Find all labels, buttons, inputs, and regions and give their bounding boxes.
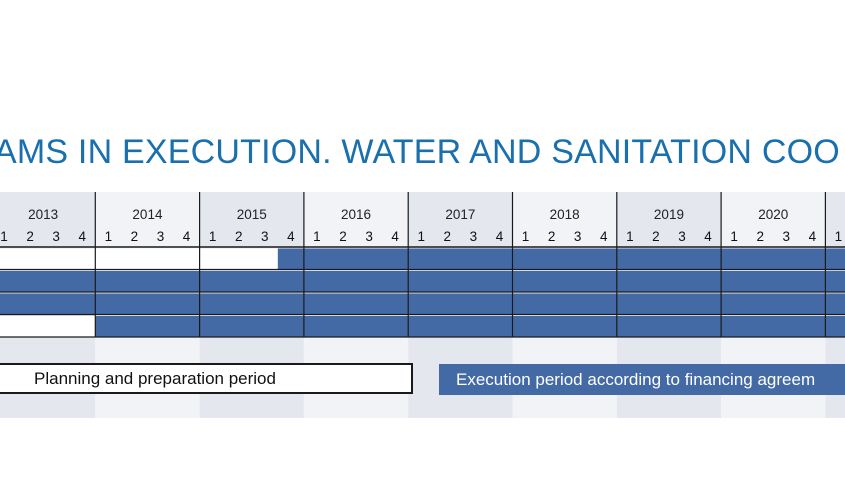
- quarter-label-2017-q4: 4: [496, 229, 504, 244]
- quarter-label-2020-q4: 4: [809, 229, 817, 244]
- quarter-label-2014-q3: 3: [157, 229, 165, 244]
- quarter-label-2020-q2: 2: [756, 229, 764, 244]
- page-title: AMS IN EXECUTION. WATER AND SANITATION C…: [0, 133, 840, 171]
- quarter-label-2016-q3: 3: [365, 229, 373, 244]
- year-label-2020: 2020: [758, 207, 788, 222]
- quarter-label-2017-q2: 2: [444, 229, 452, 244]
- bar-row-3-execution: [0, 293, 845, 315]
- legend-planning-label: Planning and preparation period: [34, 368, 276, 388]
- legend-execution-period: Execution period according to financing …: [439, 364, 845, 395]
- year-label-2013: 2013: [28, 207, 58, 222]
- quarter-label-2016-q4: 4: [391, 229, 399, 244]
- quarter-label-2021-q1: 1: [835, 229, 843, 244]
- quarter-label-2018-q3: 3: [574, 229, 582, 244]
- quarter-label-2019-q4: 4: [704, 229, 712, 244]
- quarter-label-2020-q1: 1: [730, 229, 738, 244]
- quarter-label-2018-q2: 2: [548, 229, 556, 244]
- quarter-label-2019-q1: 1: [626, 229, 634, 244]
- year-label-2014: 2014: [132, 207, 163, 222]
- quarter-label-2013-q1: 1: [0, 229, 8, 244]
- year-label-2018: 2018: [550, 207, 580, 222]
- quarter-label-2014-q1: 1: [105, 229, 113, 244]
- quarter-label-2016-q1: 1: [313, 229, 321, 244]
- quarter-label-2014-q2: 2: [131, 229, 139, 244]
- quarter-label-2015-q4: 4: [287, 229, 295, 244]
- bar-row-2-execution: [0, 271, 845, 292]
- quarter-label-2015-q1: 1: [209, 229, 217, 244]
- quarter-label-2016-q2: 2: [339, 229, 347, 244]
- legend-execution-label: Execution period according to financing …: [456, 369, 816, 389]
- legend-planning-period: Planning and preparation period: [0, 363, 413, 394]
- quarter-label-2019-q3: 3: [678, 229, 686, 244]
- year-label-2017: 2017: [445, 207, 475, 222]
- quarter-label-2017-q3: 3: [470, 229, 478, 244]
- year-label-2019: 2019: [654, 207, 684, 222]
- quarter-label-2017-q1: 1: [417, 229, 425, 244]
- quarter-label-2015-q2: 2: [235, 229, 243, 244]
- quarter-label-2013-q4: 4: [79, 229, 87, 244]
- bar-row-4-execution: [95, 316, 845, 337]
- quarter-label-2013-q3: 3: [52, 229, 60, 244]
- quarter-label-2015-q3: 3: [261, 229, 269, 244]
- bar-row-4-planning: [0, 316, 96, 337]
- bar-row-1-execution: [277, 248, 845, 270]
- year-label-2016: 2016: [341, 207, 371, 222]
- quarter-label-2019-q2: 2: [652, 229, 660, 244]
- quarter-label-2013-q2: 2: [26, 229, 34, 244]
- bar-row-1-planning: [0, 248, 278, 270]
- quarter-label-2018-q4: 4: [600, 229, 608, 244]
- year-label-2015: 2015: [237, 207, 267, 222]
- quarter-label-2018-q1: 1: [522, 229, 530, 244]
- quarter-label-2014-q4: 4: [183, 229, 191, 244]
- quarter-label-2020-q3: 3: [783, 229, 791, 244]
